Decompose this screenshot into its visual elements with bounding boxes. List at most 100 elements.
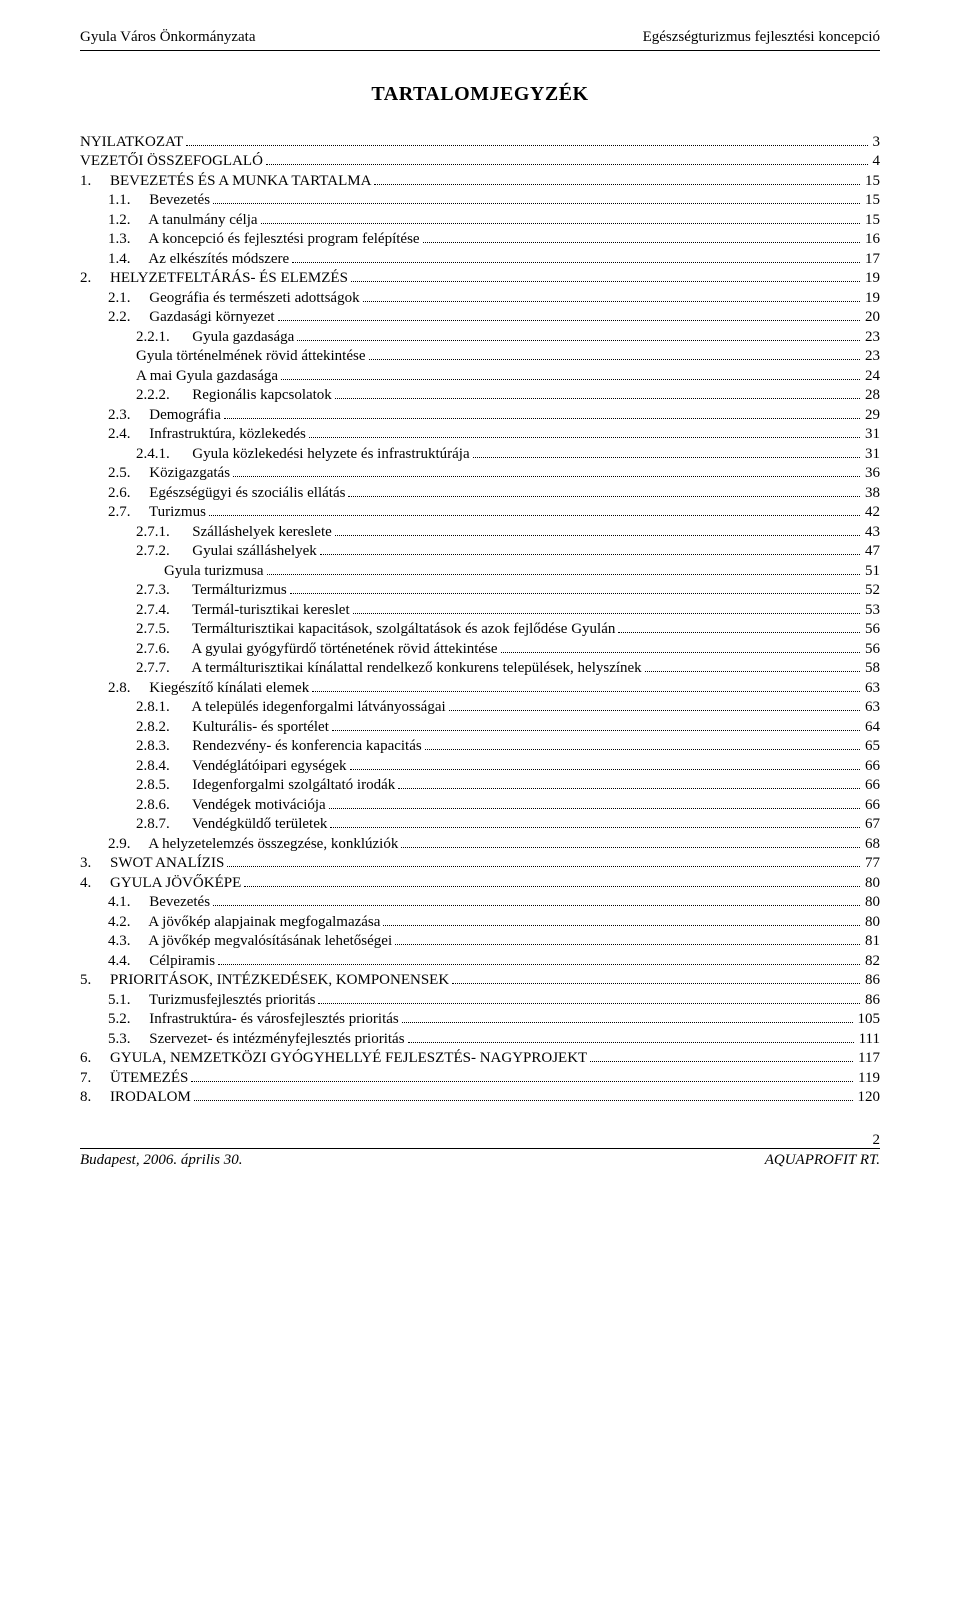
toc-row: 2.8.2. Kulturális- és sportélet 64 [80,718,880,738]
toc-leader-dots [363,301,860,302]
toc-entry-label: 2.2. Gazdasági környezet [108,308,275,328]
toc-leader-dots [266,164,868,165]
toc-row: 1.4. Az elkészítés módszere 17 [80,250,880,270]
toc-leader-dots [297,340,860,341]
toc-entry-label: 3. SWOT ANALÍZIS [80,854,224,874]
toc-entry-label: 1.1. Bevezetés [108,191,210,211]
toc-entry-page: 17 [863,250,880,270]
toc-entry-page: 66 [863,757,880,777]
toc-entry-label: 6. GYULA, NEMZETKÖZI GYÓGYHELLYÉ FEJLESZ… [80,1049,587,1069]
toc-row: 5.3. Szervezet- és intézményfejlesztés p… [80,1030,880,1050]
toc-entry-page: 23 [863,347,880,367]
toc-row: 4.1. Bevezetés 80 [80,893,880,913]
toc-row: 2.5. Közigazgatás 36 [80,464,880,484]
toc-row: 2.7.6. A gyulai gyógyfürdő történetének … [80,640,880,660]
toc-entry-page: 81 [863,932,880,952]
toc-row: A mai Gyula gazdasága 24 [80,367,880,387]
toc-entry-label: Gyula történelmének rövid áttekintése [136,347,366,367]
toc-row: 2.1. Geográfia és természeti adottságok … [80,289,880,309]
toc-entry-label: 4. GYULA JÖVŐKÉPE [80,874,241,894]
toc-entry-page: 56 [863,620,880,640]
toc-row: 2.7. Turizmus 42 [80,503,880,523]
toc-leader-dots [244,886,860,887]
toc-leader-dots [398,788,860,789]
toc-entry-page: 51 [863,562,880,582]
toc-entry-page: 119 [856,1069,880,1089]
toc-entry-label: 5.2. Infrastruktúra- és városfejlesztés … [108,1010,399,1030]
toc-entry-label: Gyula turizmusa [164,562,264,582]
toc-leader-dots [309,437,860,438]
toc-row: 2.2.2. Regionális kapcsolatok 28 [80,386,880,406]
toc-entry-page: 43 [863,523,880,543]
toc-row: 2.7.2. Gyulai szálláshelyek 47 [80,542,880,562]
toc-leader-dots [191,1081,853,1082]
toc-entry-page: 4 [871,152,881,172]
toc-leader-dots [369,359,860,360]
toc-row: 2.7.5. Termálturisztikai kapacitások, sz… [80,620,880,640]
toc-entry-label: 4.4. Célpiramis [108,952,215,972]
toc-leader-dots [350,769,860,770]
toc-entry-page: 15 [863,191,880,211]
toc-leader-dots [408,1042,854,1043]
toc-leader-dots [332,730,860,731]
toc-entry-page: 38 [863,484,880,504]
toc-entry-label: NYILATKOZAT [80,133,183,153]
toc-entry-page: 3 [871,133,881,153]
toc-entry-label: 2.8.6. Vendégek motivációja [136,796,326,816]
toc-entry-label: 2.4.1. Gyula közlekedési helyzete és inf… [136,445,470,465]
toc-row: 1.3. A koncepció és fejlesztési program … [80,230,880,250]
toc-leader-dots [374,184,860,185]
toc-entry-label: 2.7.2. Gyulai szálláshelyek [136,542,317,562]
toc-leader-dots [194,1100,853,1101]
toc-leader-dots [186,145,867,146]
toc-leader-dots [645,671,860,672]
toc-entry-label: 1. BEVEZETÉS ÉS A MUNKA TARTALMA [80,172,371,192]
toc-entry-page: 15 [863,211,880,231]
toc-entry-label: 2.5. Közigazgatás [108,464,230,484]
toc-row: 4.3. A jövőkép megvalósításának lehetősé… [80,932,880,952]
toc-entry-page: 117 [856,1049,880,1069]
toc-entry-page: 65 [863,737,880,757]
toc-row: 2.8.7. Vendégküldő területek 67 [80,815,880,835]
toc-leader-dots [227,866,860,867]
toc-row: 2.4. Infrastruktúra, közlekedés 31 [80,425,880,445]
toc-leader-dots [312,691,860,692]
toc-entry-page: 105 [856,1010,881,1030]
toc-entry-label: 5.3. Szervezet- és intézményfejlesztés p… [108,1030,405,1050]
toc-row: 7. ÜTEMEZÉS 119 [80,1069,880,1089]
toc-entry-label: 2.7. Turizmus [108,503,206,523]
toc-leader-dots [425,749,860,750]
toc-entry-label: 2.2.1. Gyula gazdasága [136,328,294,348]
toc-leader-dots [330,827,860,828]
toc-leader-dots [224,418,860,419]
toc-entry-label: 2.8.7. Vendégküldő területek [136,815,327,835]
toc-leader-dots [233,476,860,477]
toc-leader-dots [213,203,860,204]
toc-row: 2. HELYZETFELTÁRÁS- ÉS ELEMZÉS 19 [80,269,880,289]
toc-row: VEZETŐI ÖSSZEFOGLALÓ 4 [80,152,880,172]
toc-entry-label: 2.8.1. A település idegenforgalmi látván… [136,698,446,718]
toc-row: 2.8.5. Idegenforgalmi szolgáltató irodák… [80,776,880,796]
toc-leader-dots [501,652,860,653]
toc-leader-dots [267,574,860,575]
toc-entry-page: 19 [863,289,880,309]
toc-row: 2.3. Demográfia 29 [80,406,880,426]
toc-row: 5.1. Turizmusfejlesztés prioritás 86 [80,991,880,1011]
toc-leader-dots [320,554,860,555]
toc-leader-dots [318,1003,860,1004]
toc-row: 4.2. A jövőkép alapjainak megfogalmazása… [80,913,880,933]
toc-entry-page: 15 [863,172,880,192]
toc-entry-label: 2.7.7. A termálturisztikai kínálattal re… [136,659,642,679]
toc-entry-page: 53 [863,601,880,621]
toc-row: 2.7.1. Szálláshelyek kereslete 43 [80,523,880,543]
toc-entry-page: 80 [863,913,880,933]
toc-entry-label: 4.2. A jövőkép alapjainak megfogalmazása [108,913,380,933]
toc-leader-dots [395,944,860,945]
toc-row: 2.2.1. Gyula gazdasága 23 [80,328,880,348]
toc-leader-dots [590,1061,853,1062]
toc-leader-dots [452,983,860,984]
toc-entry-page: 80 [863,893,880,913]
toc-entry-page: 58 [863,659,880,679]
toc-entry-page: 86 [863,971,880,991]
page-header: Gyula Város Önkormányzata Egészségturizm… [80,28,880,51]
